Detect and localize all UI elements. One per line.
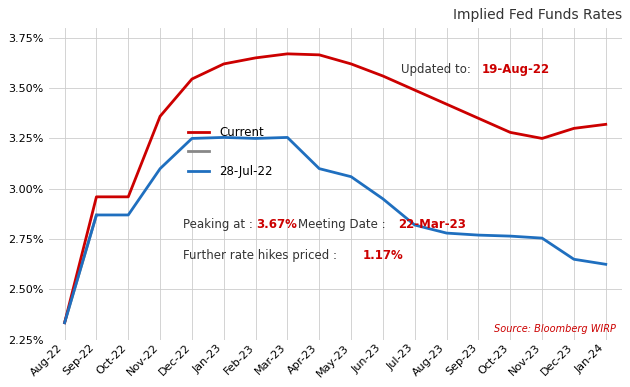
Text: 3.67%: 3.67% — [256, 218, 297, 231]
Text: Source: Bloomberg WIRP: Source: Bloomberg WIRP — [494, 324, 616, 334]
Text: Peaking at :: Peaking at : — [183, 218, 253, 231]
Legend: Current, , 28-Jul-22: Current, , 28-Jul-22 — [183, 121, 277, 182]
Text: Further rate hikes priced :: Further rate hikes priced : — [183, 249, 337, 262]
Text: Meeting Date :: Meeting Date : — [298, 218, 386, 231]
Text: Updated to:: Updated to: — [401, 63, 471, 76]
Text: 19-Aug-22: 19-Aug-22 — [481, 63, 549, 76]
Text: 22-Mar-23: 22-Mar-23 — [398, 218, 466, 231]
Text: 1.17%: 1.17% — [363, 249, 403, 262]
Text: Implied Fed Funds Rates: Implied Fed Funds Rates — [452, 9, 622, 22]
